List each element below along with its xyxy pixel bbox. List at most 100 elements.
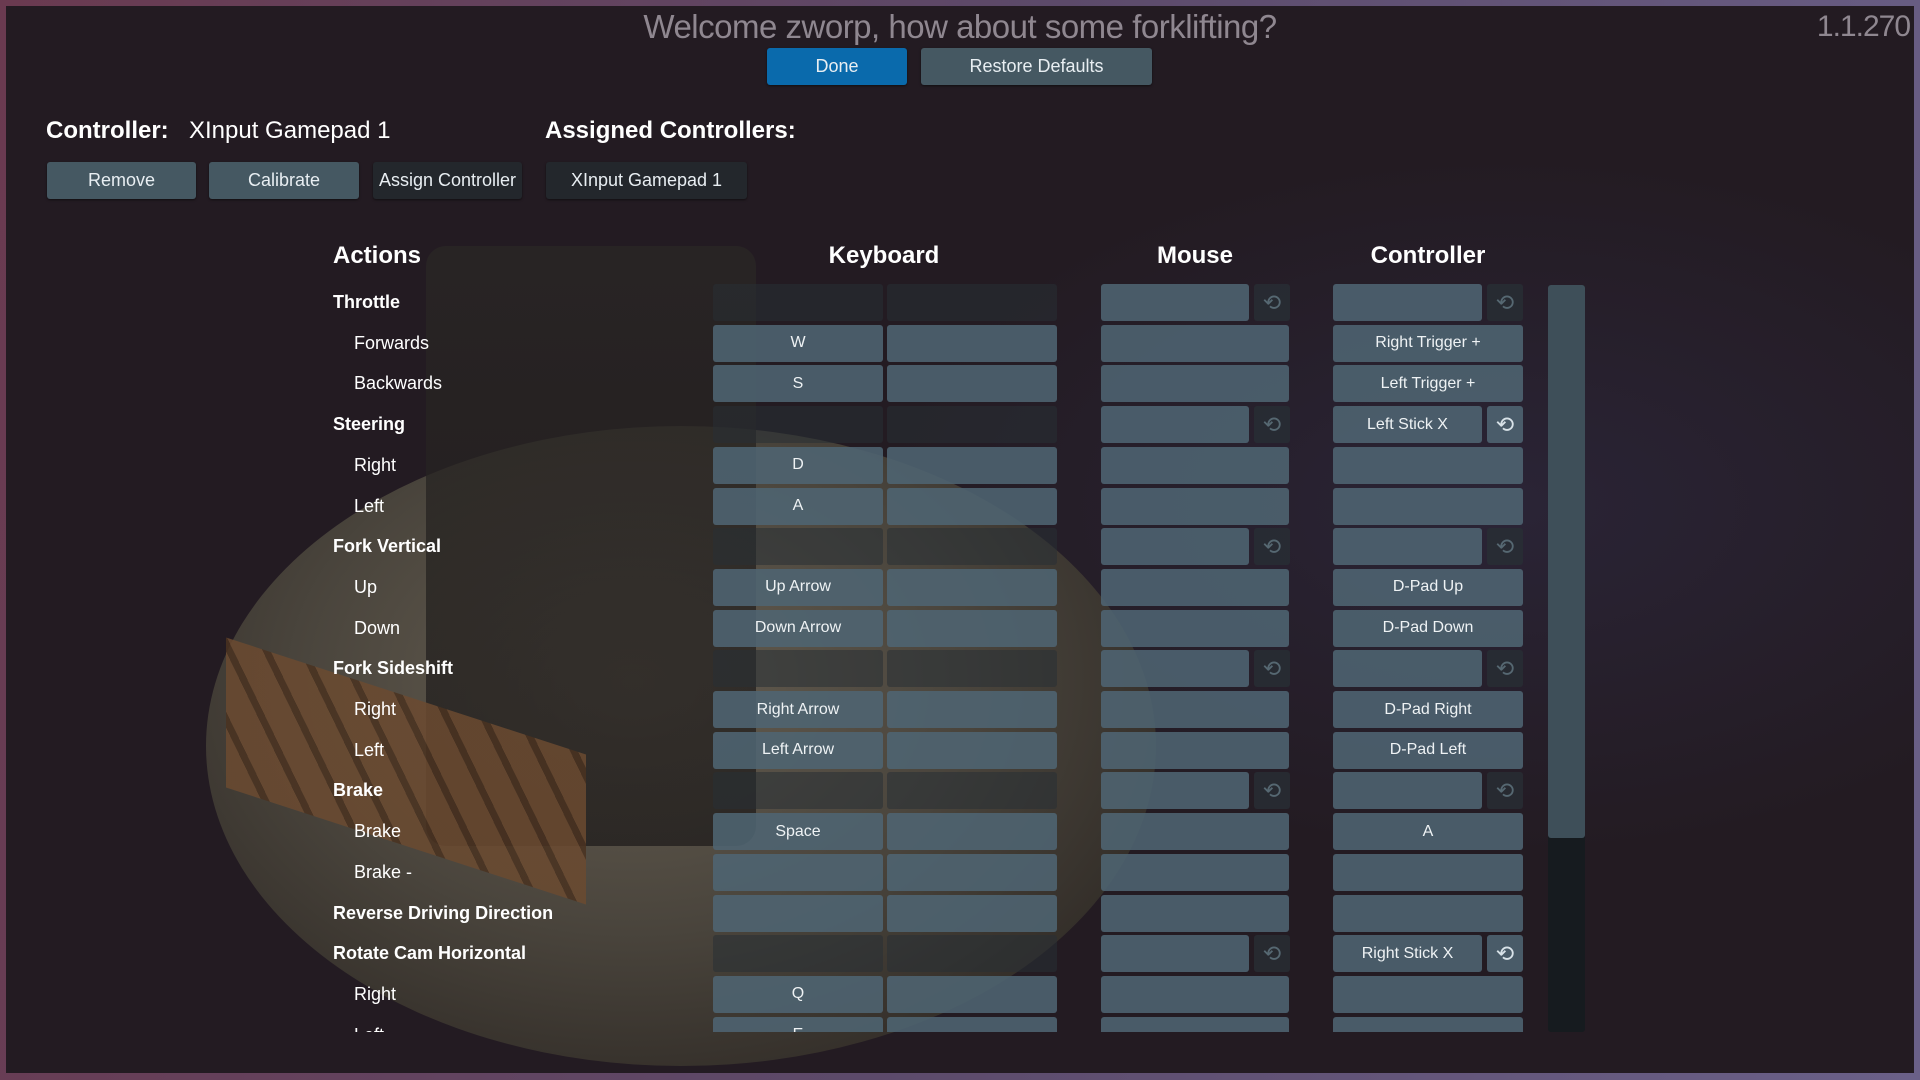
keyboard-binding-primary[interactable]: Space [713, 813, 883, 851]
mouse-binding[interactable] [1101, 568, 1289, 606]
mouse-binding[interactable] [1101, 935, 1249, 973]
mouse-invert-axis-button[interactable]: ⟲ [1254, 284, 1290, 321]
done-button[interactable]: Done [767, 48, 907, 85]
keyboard-binding-secondary[interactable] [887, 731, 1057, 769]
mouse-binding[interactable] [1101, 324, 1289, 362]
action-label: Backwards [354, 373, 443, 394]
mouse-binding[interactable] [1101, 813, 1289, 851]
controller-binding[interactable] [1333, 772, 1482, 810]
keyboard-binding-primary[interactable]: Q [713, 975, 883, 1013]
keyboard-binding-primary[interactable] [713, 528, 883, 566]
keyboard-binding-secondary[interactable] [887, 691, 1057, 728]
keyboard-binding-primary[interactable] [713, 284, 883, 321]
keyboard-binding-primary[interactable] [713, 853, 883, 891]
keyboard-binding-secondary[interactable] [887, 894, 1057, 932]
mouse-binding[interactable] [1101, 691, 1289, 728]
mouse-binding[interactable] [1101, 446, 1289, 484]
mouse-binding[interactable] [1101, 975, 1289, 1013]
keyboard-binding-secondary[interactable] [887, 935, 1057, 973]
controller-binding[interactable] [1333, 528, 1482, 566]
controller-binding[interactable] [1333, 975, 1523, 1013]
mouse-binding[interactable] [1101, 650, 1249, 688]
controller-invert-axis-button[interactable]: ⟲ [1487, 284, 1523, 321]
mouse-binding[interactable] [1101, 853, 1289, 891]
scrollbar[interactable] [1548, 285, 1585, 1032]
mouse-binding[interactable] [1101, 406, 1249, 444]
controller-binding[interactable]: Left Stick X [1333, 406, 1482, 444]
controller-binding[interactable]: Left Trigger + [1333, 365, 1523, 403]
controller-binding[interactable] [1333, 650, 1482, 688]
mouse-binding[interactable] [1101, 1016, 1289, 1032]
controller-binding[interactable] [1333, 446, 1523, 484]
keyboard-binding-primary[interactable]: D [713, 446, 883, 484]
controller-binding[interactable]: D-Pad Up [1333, 568, 1523, 606]
controller-binding[interactable] [1333, 853, 1523, 891]
keyboard-binding-secondary[interactable] [887, 813, 1057, 851]
keyboard-binding-secondary[interactable] [887, 365, 1057, 403]
mouse-invert-axis-button[interactable]: ⟲ [1254, 406, 1290, 444]
assign-controller-button[interactable]: Assign Controller [373, 162, 522, 199]
controller-invert-axis-button[interactable]: ⟲ [1487, 406, 1523, 444]
controller-binding[interactable]: A [1333, 813, 1523, 851]
keyboard-binding-primary[interactable]: Down Arrow [713, 609, 883, 647]
keyboard-binding-secondary[interactable] [887, 975, 1057, 1013]
controller-invert-axis-button[interactable]: ⟲ [1487, 935, 1523, 973]
controller-binding[interactable]: Right Trigger + [1333, 324, 1523, 362]
controller-binding[interactable] [1333, 894, 1523, 932]
controller-binding[interactable]: Right Stick X [1333, 935, 1482, 973]
keyboard-binding-secondary[interactable] [887, 772, 1057, 810]
mouse-invert-axis-button[interactable]: ⟲ [1254, 772, 1290, 810]
mouse-binding[interactable] [1101, 487, 1289, 525]
controller-binding[interactable]: D-Pad Down [1333, 609, 1523, 647]
controller-binding[interactable] [1333, 487, 1523, 525]
calibrate-button[interactable]: Calibrate [209, 162, 359, 199]
keyboard-binding-primary[interactable] [713, 406, 883, 444]
keyboard-binding-primary[interactable]: Up Arrow [713, 568, 883, 606]
mouse-binding[interactable] [1101, 894, 1289, 932]
mouse-binding[interactable] [1101, 284, 1249, 321]
keyboard-binding-secondary[interactable] [887, 609, 1057, 647]
keyboard-binding-secondary[interactable] [887, 650, 1057, 688]
mouse-binding[interactable] [1101, 731, 1289, 769]
keyboard-binding-secondary[interactable] [887, 528, 1057, 566]
mouse-binding[interactable] [1101, 609, 1289, 647]
mouse-invert-axis-button[interactable]: ⟲ [1254, 650, 1290, 688]
keyboard-binding-primary[interactable] [713, 650, 883, 688]
controller-binding[interactable]: D-Pad Left [1333, 731, 1523, 769]
controller-binding[interactable]: D-Pad Right [1333, 691, 1523, 728]
keyboard-binding-secondary[interactable] [887, 487, 1057, 525]
scrollbar-thumb[interactable] [1548, 285, 1585, 838]
controller-invert-axis-button[interactable]: ⟲ [1487, 650, 1523, 688]
controller-binding[interactable] [1333, 284, 1482, 321]
keyboard-binding-secondary[interactable] [887, 568, 1057, 606]
keyboard-binding-secondary[interactable] [887, 1016, 1057, 1032]
keyboard-binding-primary[interactable]: W [713, 324, 883, 362]
mouse-binding[interactable] [1101, 772, 1249, 810]
keyboard-binding-primary[interactable]: S [713, 365, 883, 403]
keyboard-binding-primary[interactable]: A [713, 487, 883, 525]
action-label: Right [354, 983, 397, 1004]
keyboard-binding-primary[interactable] [713, 772, 883, 810]
keyboard-binding-secondary[interactable] [887, 284, 1057, 321]
keyboard-binding-primary[interactable] [713, 894, 883, 932]
keyboard-binding-secondary[interactable] [887, 446, 1057, 484]
binding-row: Brake Space A [0, 813, 1600, 851]
controller-column-header: Controller [1370, 242, 1486, 269]
mouse-binding[interactable] [1101, 365, 1289, 403]
keyboard-binding-secondary[interactable] [887, 406, 1057, 444]
controller-invert-axis-button[interactable]: ⟲ [1487, 528, 1523, 566]
keyboard-binding-primary[interactable] [713, 935, 883, 973]
restore-defaults-button[interactable]: Restore Defaults [921, 48, 1152, 85]
mouse-binding[interactable] [1101, 528, 1249, 566]
keyboard-binding-secondary[interactable] [887, 324, 1057, 362]
mouse-invert-axis-button[interactable]: ⟲ [1254, 528, 1290, 566]
remove-button[interactable]: Remove [47, 162, 196, 199]
keyboard-binding-primary[interactable]: E [713, 1016, 883, 1032]
controller-binding[interactable] [1333, 1016, 1523, 1032]
assigned-controller-item[interactable]: XInput Gamepad 1 [546, 162, 747, 199]
keyboard-binding-secondary[interactable] [887, 853, 1057, 891]
keyboard-binding-primary[interactable]: Right Arrow [713, 691, 883, 728]
keyboard-binding-primary[interactable]: Left Arrow [713, 731, 883, 769]
mouse-invert-axis-button[interactable]: ⟲ [1254, 935, 1290, 973]
controller-invert-axis-button[interactable]: ⟲ [1487, 772, 1523, 810]
